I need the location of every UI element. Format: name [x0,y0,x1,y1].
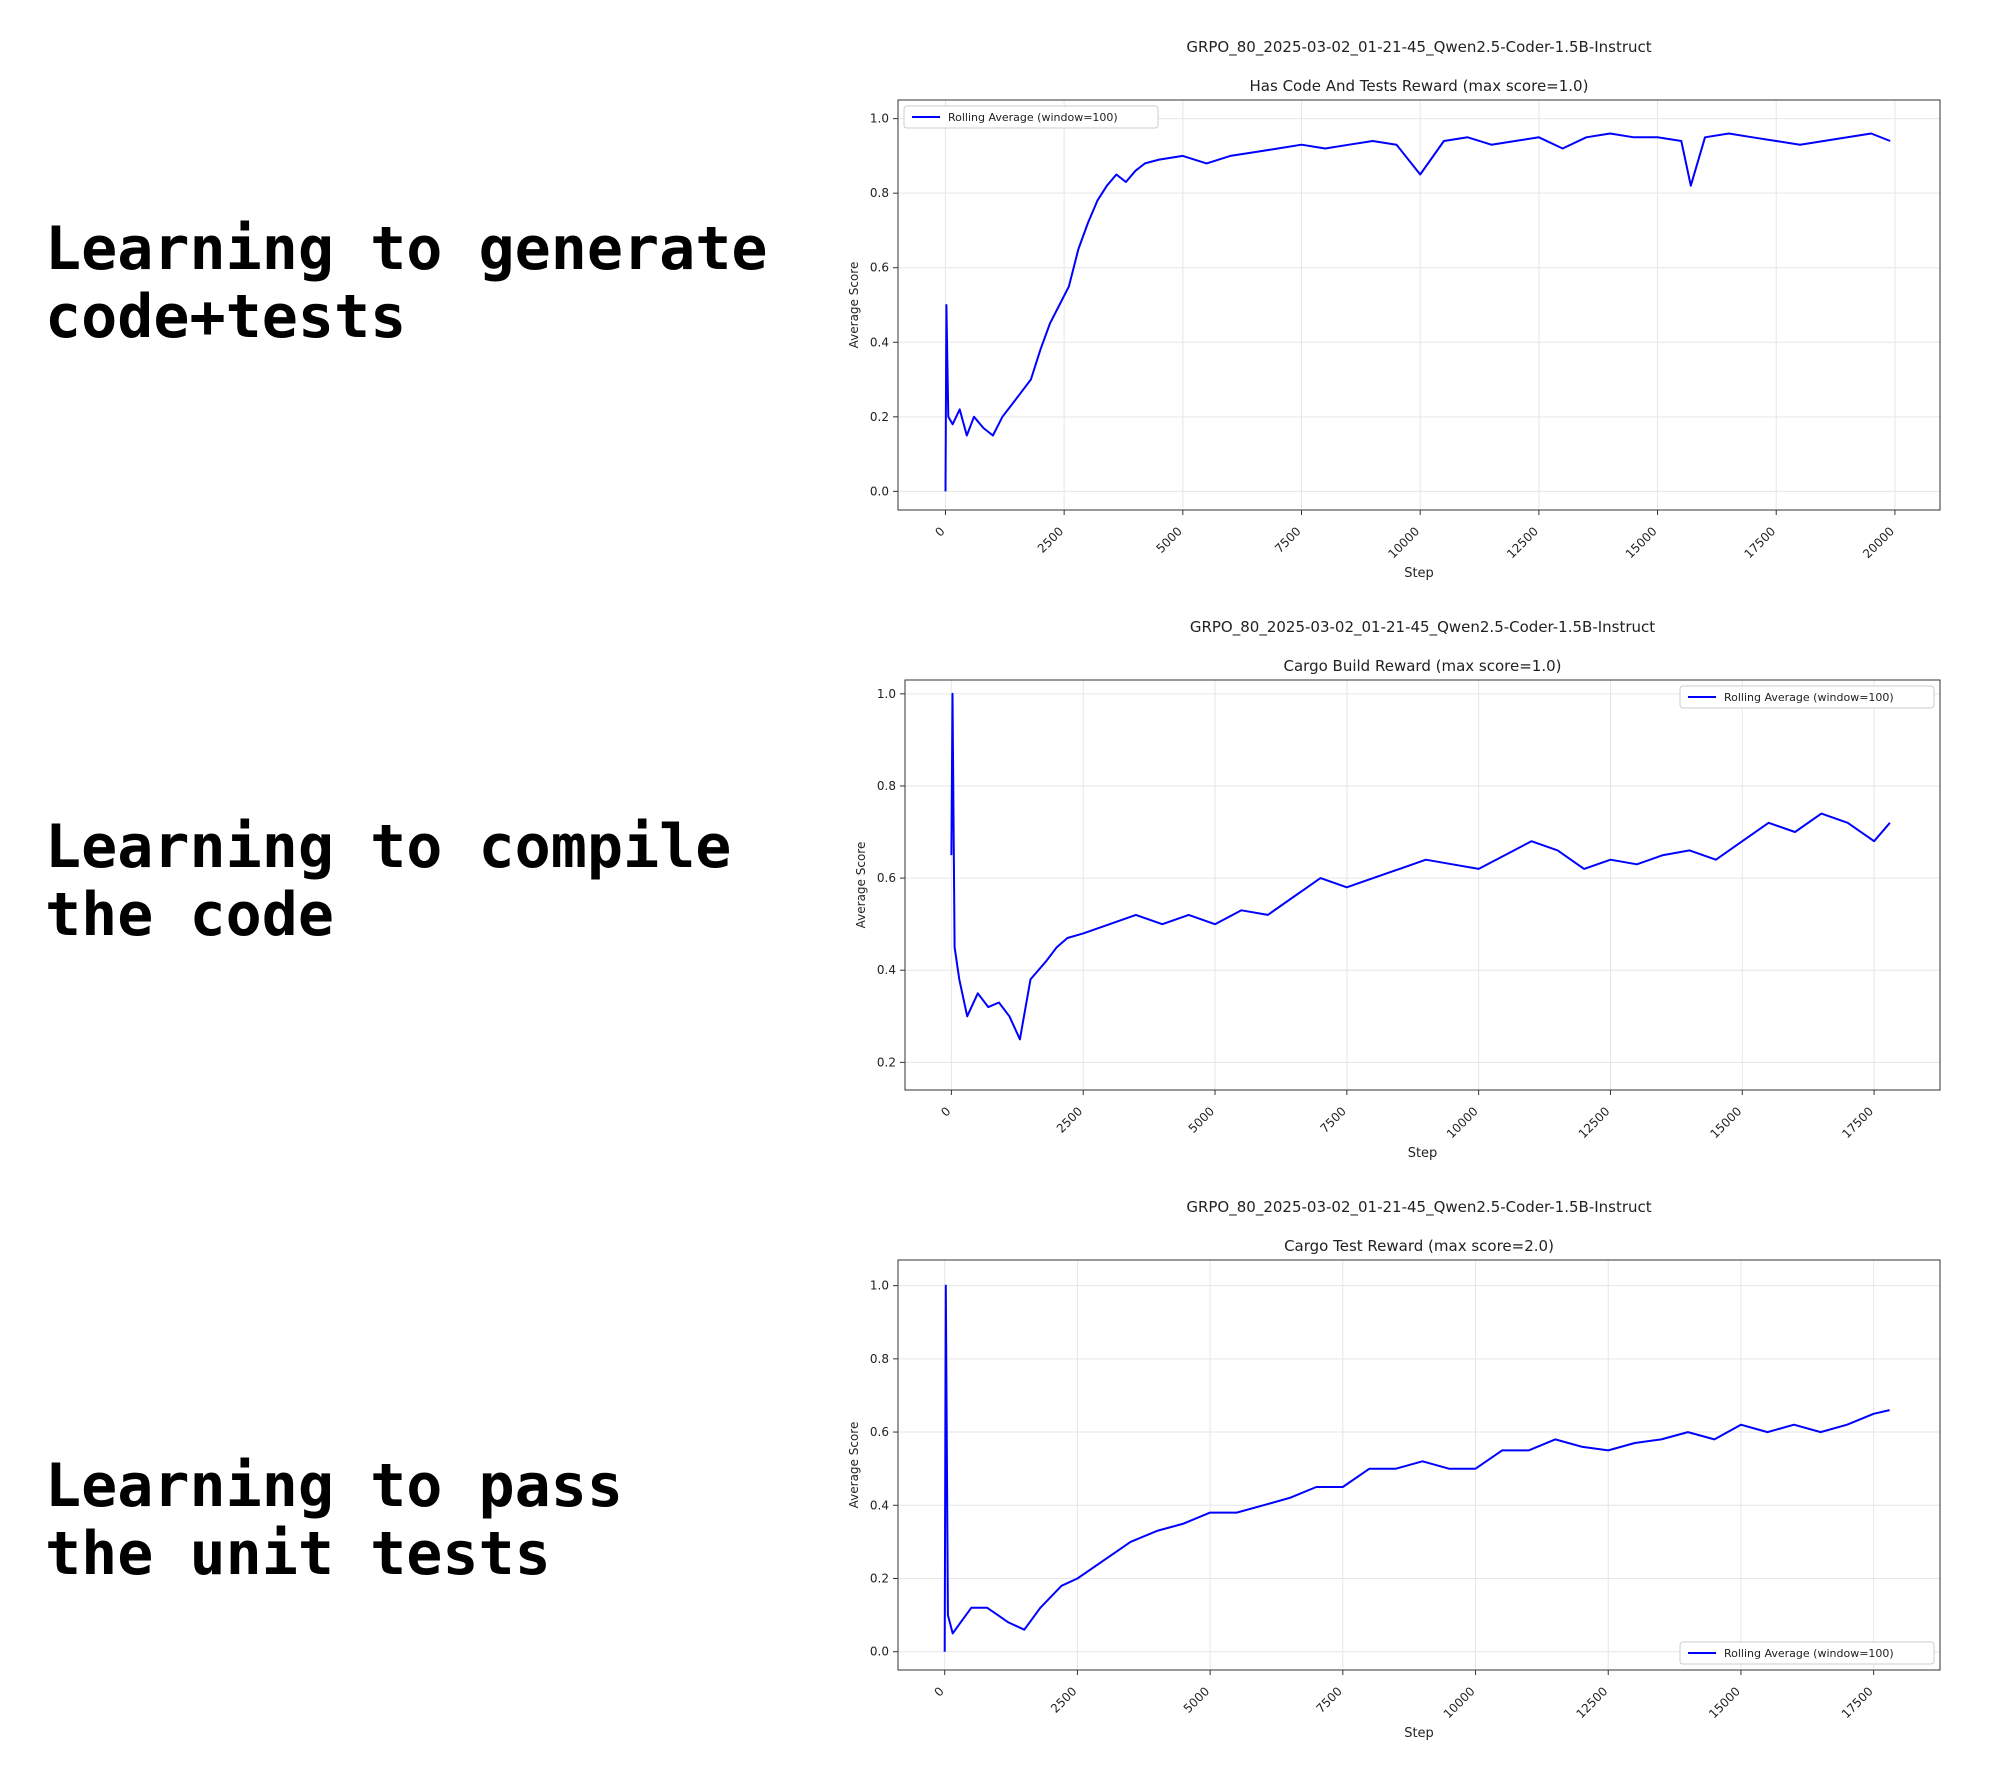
x-tick-label: 17500 [1839,1684,1876,1721]
chart-title: Cargo Build Reward (max score=1.0) [1284,657,1562,675]
y-tick-label: 1.0 [870,112,889,126]
series-line [950,692,1891,1041]
x-tick-label: 12500 [1576,1104,1613,1141]
y-tick-label: 0.4 [870,1498,889,1512]
series-line [943,1284,1890,1652]
x-tick-label: 10000 [1444,1104,1481,1141]
y-tick-label: 0.2 [870,410,889,424]
x-tick-label: 10000 [1385,524,1422,561]
chart-suptitle: GRPO_80_2025-03-02_01-21-45_Qwen2.5-Code… [1190,618,1655,637]
caption-compile-code: Learning to compile the code [45,812,732,950]
chart-suptitle: GRPO_80_2025-03-02_01-21-45_Qwen2.5-Code… [1186,38,1651,57]
y-tick-label: 0.6 [877,871,896,885]
caption-pass-unit-tests: Learning to pass the unit tests [45,1451,623,1589]
chart-svg: GRPO_80_2025-03-02_01-21-45_Qwen2.5-Code… [847,38,1941,581]
y-tick-label: 0.8 [870,1352,889,1366]
chart-svg: GRPO_80_2025-03-02_01-21-45_Qwen2.5-Code… [847,1198,1941,1741]
legend-box [1679,1641,1935,1665]
x-tick-label: 17500 [1741,524,1778,561]
x-tick-label: 20000 [1860,524,1897,561]
x-axis-label: Step [1408,1146,1438,1161]
x-tick-label: 17500 [1839,1104,1876,1141]
chart-svg: GRPO_80_2025-03-02_01-21-45_Qwen2.5-Code… [854,618,1941,1161]
y-tick-label: 0.4 [870,335,889,349]
y-tick-label: 1.0 [877,687,896,701]
x-tick-label: 0 [932,1684,947,1699]
x-axis-label: Step [1404,1726,1434,1741]
chart-suptitle: GRPO_80_2025-03-02_01-21-45_Qwen2.5-Code… [1186,1198,1651,1217]
x-tick-label: 12500 [1504,524,1541,561]
x-tick-label: 7500 [1272,524,1303,555]
x-tick-label: 5000 [1181,1684,1212,1715]
x-tick-label: 2500 [1054,1104,1085,1135]
legend-box [903,105,1159,129]
plot-frame [897,99,1941,511]
x-tick-label: 2500 [1048,1684,1079,1715]
legend-box [1679,685,1935,709]
y-tick-label: 0.4 [877,963,896,977]
y-axis-label: Average Score [847,262,861,349]
x-tick-label: 5000 [1153,524,1184,555]
y-tick-label: 0.0 [870,484,889,498]
x-tick-label: 10000 [1441,1684,1478,1721]
series-line [944,132,1891,492]
caption-generate-code-tests: Learning to generate code+tests [45,214,768,352]
x-tick-label: 2500 [1035,524,1066,555]
x-tick-label: 0 [938,1104,953,1119]
chart-cargo-test-reward: GRPO_80_2025-03-02_01-21-45_Qwen2.5-Code… [830,1190,2000,1760]
x-tick-label: 5000 [1186,1104,1217,1135]
legend-label: Rolling Average (window=100) [1724,1647,1894,1660]
legend-label: Rolling Average (window=100) [1724,691,1894,704]
legend-label: Rolling Average (window=100) [948,111,1118,124]
plot-frame [897,1259,1941,1671]
y-axis-label: Average Score [854,842,868,929]
x-axis-label: Step [1404,566,1434,581]
y-tick-label: 0.2 [870,1571,889,1585]
x-tick-label: 0 [932,524,947,539]
x-tick-label: 15000 [1623,524,1660,561]
y-tick-label: 1.0 [870,1279,889,1293]
chart-has-code-and-tests-reward: GRPO_80_2025-03-02_01-21-45_Qwen2.5-Code… [830,30,2000,585]
chart-title: Has Code And Tests Reward (max score=1.0… [1250,77,1589,95]
x-tick-label: 7500 [1317,1104,1348,1135]
x-tick-label: 7500 [1313,1684,1344,1715]
plot-frame [904,679,1941,1091]
x-tick-label: 15000 [1706,1684,1743,1721]
y-axis-label: Average Score [847,1422,861,1509]
chart-title: Cargo Test Reward (max score=2.0) [1284,1237,1554,1255]
y-tick-label: 0.6 [870,261,889,275]
y-tick-label: 0.6 [870,1425,889,1439]
y-tick-label: 0.2 [877,1055,896,1069]
chart-cargo-build-reward: GRPO_80_2025-03-02_01-21-45_Qwen2.5-Code… [830,610,2000,1165]
x-tick-label: 15000 [1707,1104,1744,1141]
x-tick-label: 12500 [1573,1684,1610,1721]
y-tick-label: 0.8 [877,779,896,793]
y-tick-label: 0.0 [870,1645,889,1659]
y-tick-label: 0.8 [870,186,889,200]
